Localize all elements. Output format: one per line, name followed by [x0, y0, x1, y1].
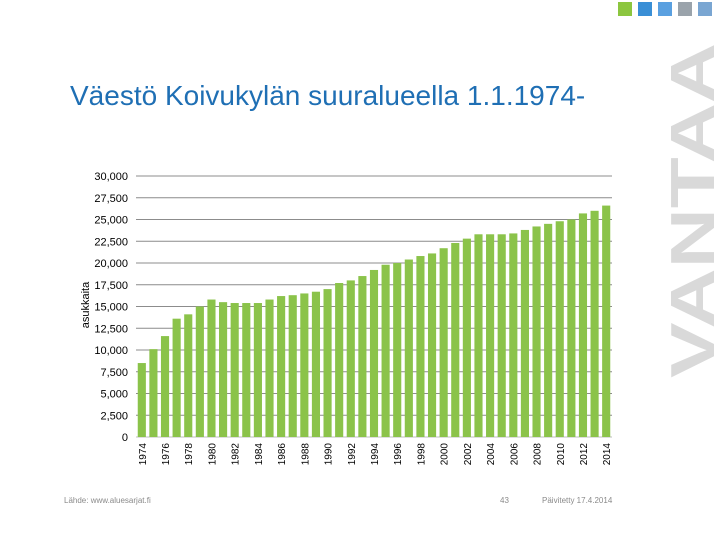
x-tick-label: 1996: [393, 443, 404, 466]
bar: [369, 269, 379, 437]
bar: [277, 296, 286, 437]
bar: [172, 318, 181, 437]
bar: [439, 248, 448, 437]
y-tick-label: 17,500: [94, 280, 128, 292]
y-tick-label: 20,000: [94, 258, 128, 270]
x-tick-label: 1976: [161, 443, 172, 466]
bar: [230, 303, 239, 437]
y-axis-label: asukkaita: [80, 281, 92, 328]
x-tick-label: 1980: [207, 443, 218, 466]
bar: [520, 229, 529, 437]
bar: [219, 302, 228, 437]
bar: [253, 303, 262, 437]
bar: [207, 299, 216, 437]
bar: [509, 233, 518, 437]
bar: [567, 219, 576, 437]
bar: [149, 349, 158, 437]
bar: [300, 293, 309, 437]
y-tick-label: 7,500: [100, 367, 128, 379]
bar: [288, 295, 297, 437]
y-tick-label: 5,000: [100, 389, 128, 401]
x-tick-label: 2002: [463, 443, 474, 466]
bar: [335, 283, 344, 437]
bar: [486, 234, 495, 437]
y-tick-label: 15,000: [94, 302, 128, 314]
color-square: [618, 2, 632, 16]
y-tick-label: 2,500: [100, 410, 128, 422]
x-tick-label: 1978: [184, 443, 195, 466]
bar: [427, 253, 437, 437]
bar: [393, 263, 402, 437]
bar: [358, 276, 367, 437]
bar: [184, 314, 193, 437]
vantaa-logo: VANTAA: [662, 43, 720, 378]
x-tick-label: 1998: [416, 443, 427, 466]
y-axis-ticks: 0 2,500 5,000 7,500 10,000 12,500 15,000 17,500…: [94, 171, 128, 444]
bar: [451, 242, 460, 437]
brand-color-squares: [618, 2, 712, 16]
bar: [381, 264, 390, 437]
x-tick-label: 2000: [440, 443, 451, 466]
slide-title: Väestö Koivukylän suuralueella 1.1.1974-: [70, 80, 586, 111]
x-tick-label: 2010: [556, 443, 567, 466]
color-square: [658, 2, 672, 16]
bar: [137, 363, 146, 437]
bar: [474, 234, 483, 437]
bar: [195, 306, 204, 437]
source-note: Lähde: www.aluesarjat.fi: [64, 496, 151, 505]
color-square: [678, 2, 692, 16]
x-tick-label: 1974: [138, 443, 149, 466]
x-tick-label: 1994: [370, 443, 381, 466]
x-tick-label: 2012: [579, 443, 590, 466]
vantaa-logo-text: VANTAA: [662, 43, 720, 378]
x-tick-label: 1992: [347, 443, 358, 466]
y-tick-label: 30,000: [94, 171, 128, 183]
x-tick-label: 1982: [231, 443, 242, 466]
y-tick-label: 27,500: [94, 193, 128, 205]
x-tick-label: 1986: [277, 443, 288, 466]
bar: [462, 238, 471, 437]
bar: [311, 291, 321, 437]
bar: [590, 210, 599, 437]
bars: [137, 205, 611, 437]
updated-note: Päivitetty 17.4.2014: [542, 496, 613, 505]
x-tick-label: 2006: [509, 443, 520, 466]
x-tick-label: 2004: [486, 443, 497, 466]
x-tick-label: 2014: [602, 443, 613, 466]
bar: [346, 280, 355, 437]
bar: [242, 303, 251, 437]
bar: [532, 226, 541, 437]
bar: [544, 223, 553, 437]
bar: [555, 221, 564, 437]
color-square: [698, 2, 712, 16]
bar: [323, 289, 332, 437]
x-tick-label: 1988: [300, 443, 311, 466]
y-tick-label: 25,000: [94, 215, 128, 227]
x-tick-label: 2008: [533, 443, 544, 466]
y-tick-label: 0: [122, 432, 128, 444]
bar: [578, 213, 588, 437]
bar: [265, 299, 274, 437]
bar: [160, 336, 170, 437]
y-tick-label: 22,500: [94, 236, 128, 248]
color-square: [638, 2, 652, 16]
bar: [602, 205, 611, 437]
y-tick-label: 10,000: [94, 345, 128, 357]
bar: [497, 234, 506, 437]
page-number: 43: [500, 496, 509, 505]
bar: [404, 259, 413, 437]
x-axis-ticks: 1974 1976 1978 1980 1982 1984 1986 1988 1990 1992…: [138, 443, 613, 466]
y-tick-label: 12,500: [94, 323, 128, 335]
x-tick-label: 1984: [254, 443, 265, 466]
x-tick-label: 1990: [324, 443, 335, 466]
bar: [416, 256, 425, 437]
